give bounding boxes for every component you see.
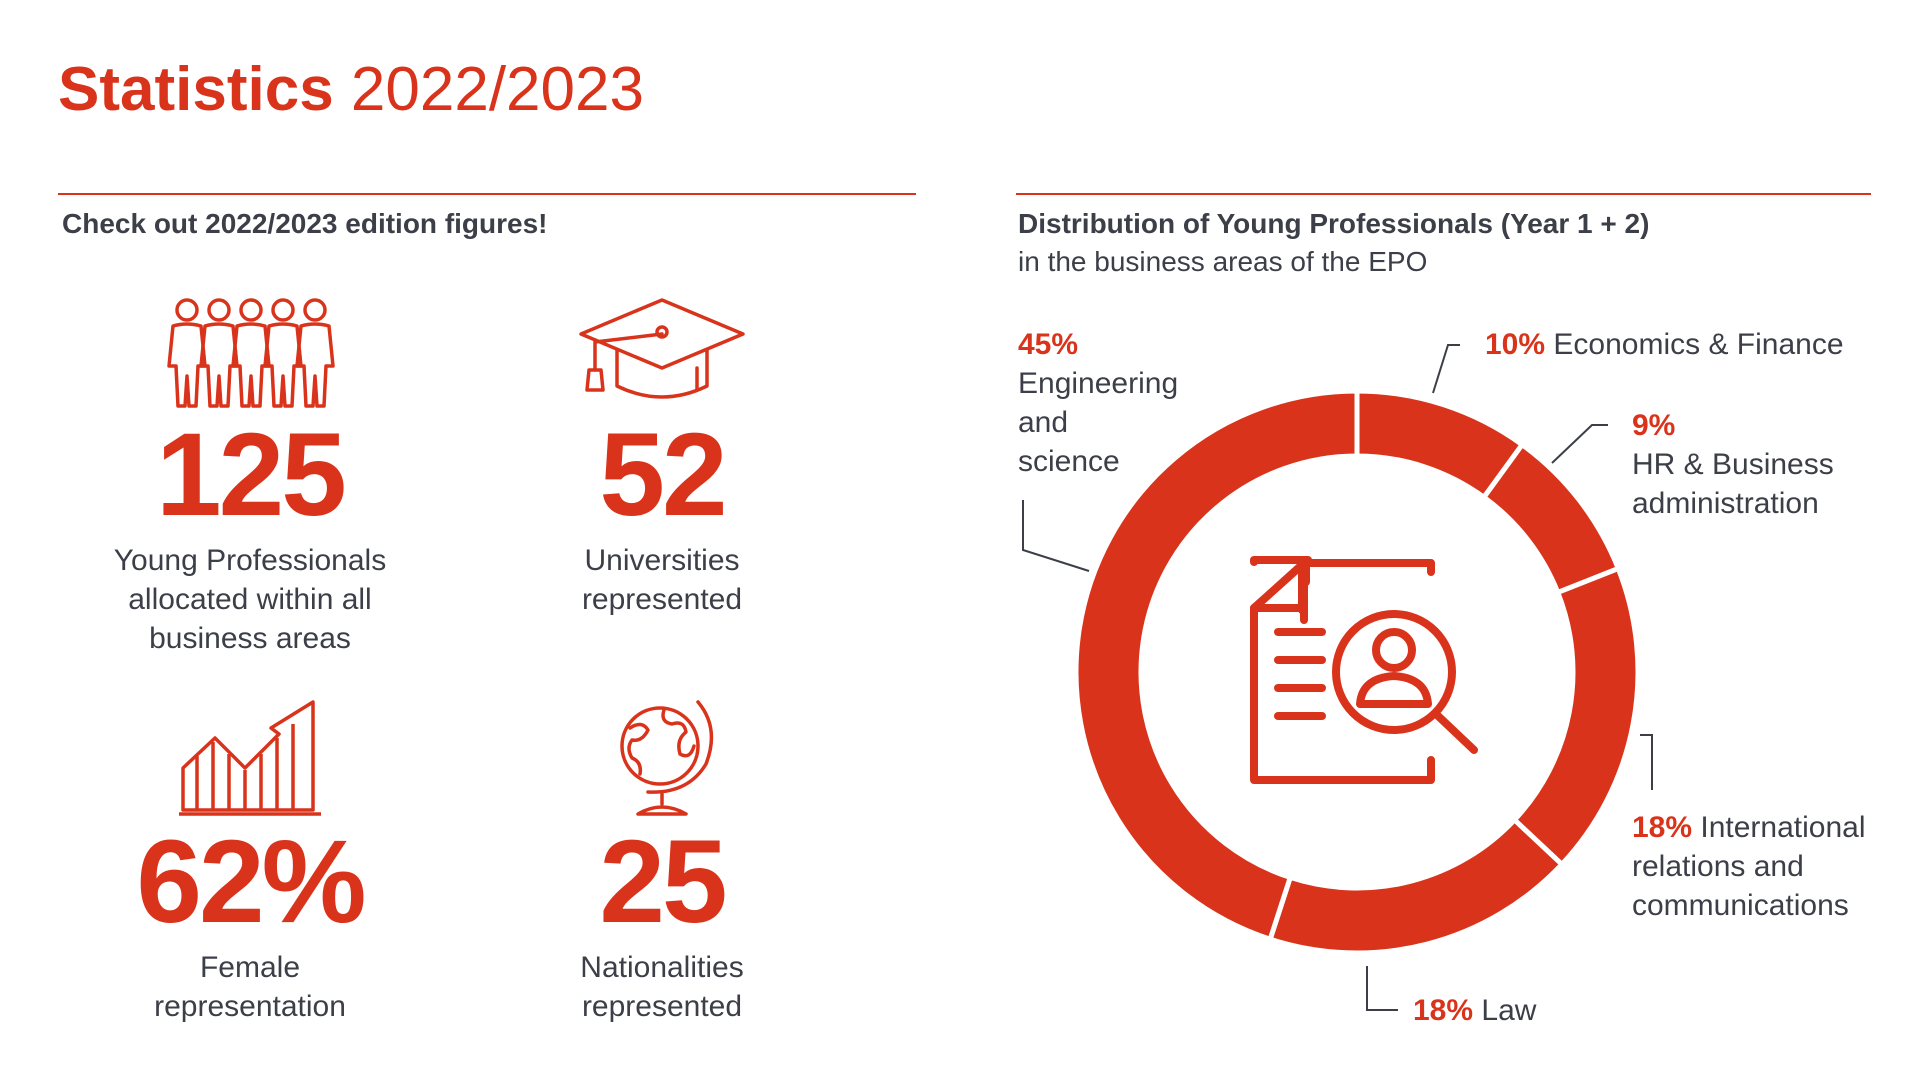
callout-engineering: 45% Engineering and science: [1018, 325, 1178, 481]
callout-economics: 10% Economics & Finance: [1485, 325, 1844, 364]
callout-law: 18% Law: [1413, 991, 1536, 1030]
callout-international: 18% International relations and communic…: [1632, 808, 1866, 925]
leader-line-hr: [1552, 425, 1608, 463]
leader-line-international: [1640, 735, 1652, 790]
leader-line-economics: [1433, 345, 1460, 393]
leader-line-law: [1367, 966, 1398, 1010]
donut-slice-law: [1270, 820, 1562, 953]
callout-hr: 9% HR & Business administration: [1632, 406, 1834, 523]
document-search-icon: [1254, 560, 1474, 780]
leader-line-engineering: [1023, 500, 1089, 571]
donut-slice-international-relations-and-communications: [1514, 569, 1638, 865]
donut-slice-hr-business-administration: [1484, 445, 1618, 593]
